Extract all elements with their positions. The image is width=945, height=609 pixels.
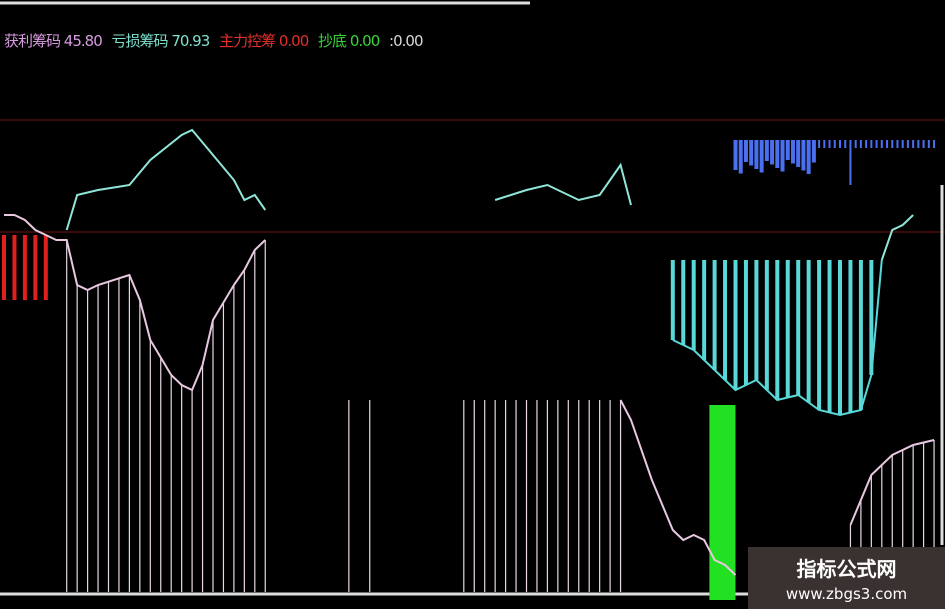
legend-extra: :0.00 (389, 32, 423, 50)
profit-line (4, 214, 266, 392)
green-bar (709, 405, 736, 600)
legend-profit: 获利筹码 45.80 (4, 32, 103, 50)
loss-line (880, 214, 914, 261)
watermark-title: 指标公式网 (796, 557, 897, 581)
loss-line (494, 162, 632, 206)
legend-main-control: 主力控筹 0.00 (219, 32, 309, 50)
loss-line (65, 128, 267, 231)
profit-line (619, 399, 737, 576)
cyan_lower-line (672, 259, 883, 417)
watermark: 指标公式网 www.zbgs3.com (748, 547, 945, 609)
watermark-url: www.zbgs3.com (785, 585, 908, 603)
profit-line (849, 439, 935, 526)
legend-loss: 亏损筹码 70.93 (111, 32, 211, 50)
legend-bottom-fishing: 抄底 0.00 (318, 32, 380, 50)
legend: 获利筹码 45.80 亏损筹码 70.93 主力控筹 0.00 抄底 0.00 … (4, 30, 429, 51)
